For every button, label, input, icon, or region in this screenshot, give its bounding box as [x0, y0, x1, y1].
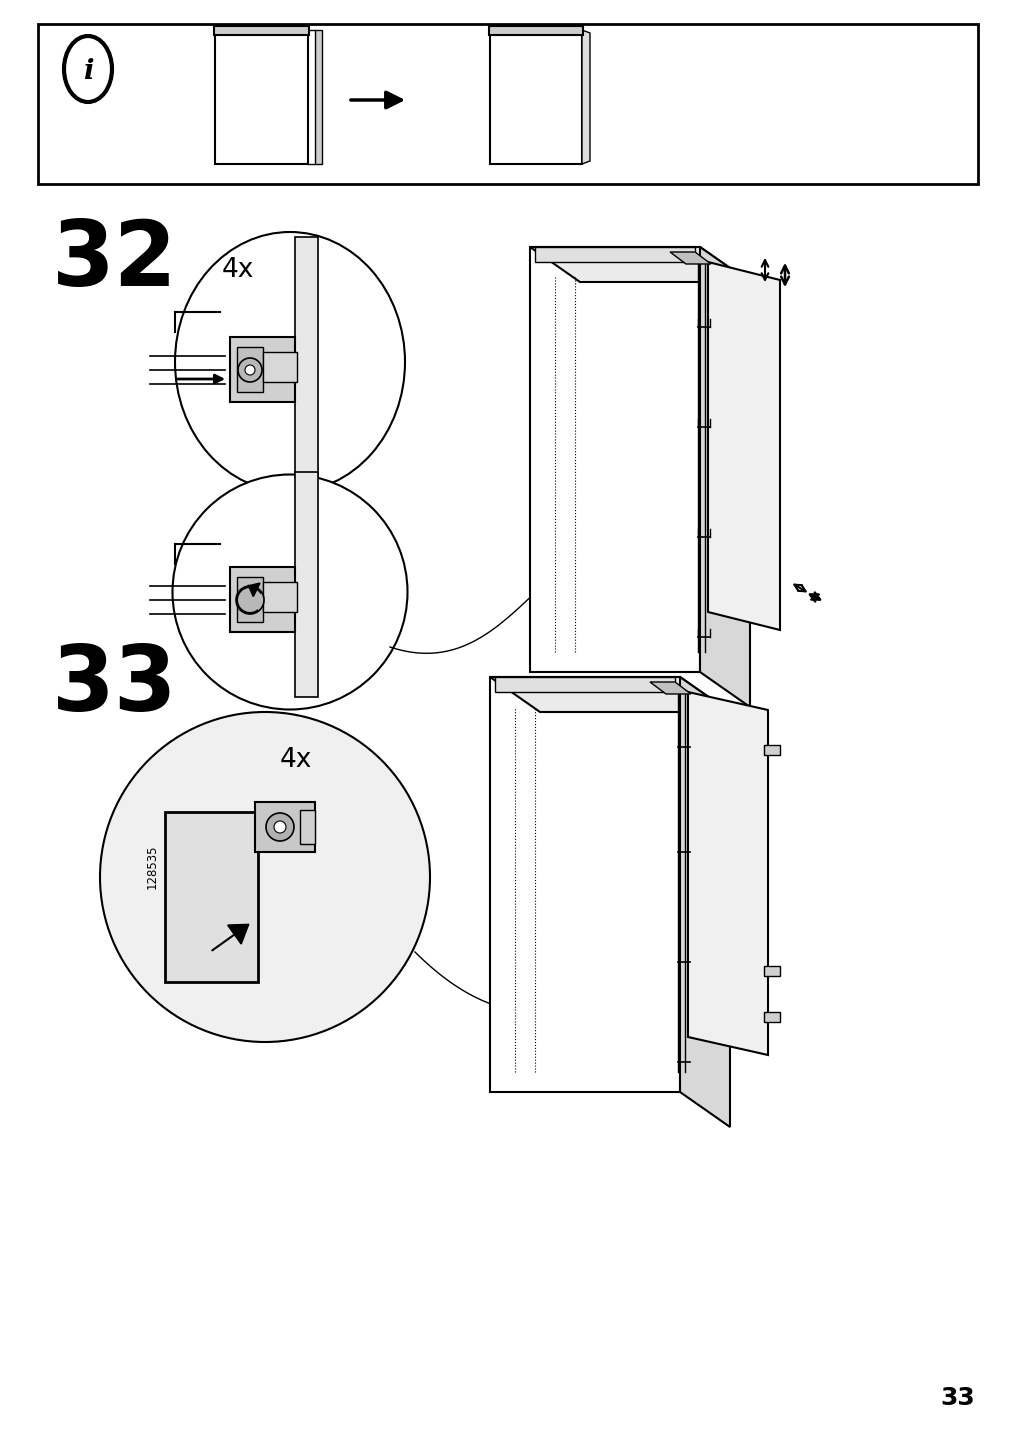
Polygon shape: [165, 812, 258, 982]
Polygon shape: [488, 26, 582, 34]
Polygon shape: [213, 26, 308, 34]
Text: 33: 33: [52, 642, 177, 730]
Ellipse shape: [172, 474, 407, 709]
Bar: [38, 24, 977, 183]
Polygon shape: [295, 473, 317, 697]
Polygon shape: [237, 347, 263, 392]
Polygon shape: [489, 677, 679, 1093]
Polygon shape: [530, 246, 700, 672]
Circle shape: [238, 358, 262, 382]
Polygon shape: [489, 30, 581, 165]
Bar: [763, 745, 779, 755]
Polygon shape: [489, 677, 729, 712]
Polygon shape: [708, 262, 779, 630]
Polygon shape: [314, 30, 321, 165]
Polygon shape: [214, 30, 307, 165]
Polygon shape: [535, 246, 695, 262]
Bar: [763, 1012, 779, 1022]
Polygon shape: [679, 677, 729, 1127]
Ellipse shape: [100, 712, 430, 1042]
Text: 4x: 4x: [221, 256, 254, 284]
Polygon shape: [299, 811, 314, 843]
Polygon shape: [669, 252, 711, 263]
Polygon shape: [687, 692, 767, 1055]
Circle shape: [245, 365, 255, 375]
Circle shape: [266, 813, 294, 841]
Text: 128535: 128535: [146, 845, 159, 889]
Polygon shape: [229, 567, 295, 632]
Polygon shape: [255, 802, 314, 852]
Circle shape: [274, 821, 286, 833]
Bar: [763, 967, 779, 977]
Polygon shape: [263, 581, 296, 611]
Ellipse shape: [64, 36, 112, 102]
Polygon shape: [649, 682, 691, 695]
Circle shape: [236, 586, 264, 614]
Polygon shape: [263, 352, 296, 382]
Polygon shape: [295, 238, 317, 477]
Polygon shape: [581, 30, 589, 165]
Polygon shape: [700, 246, 749, 707]
Polygon shape: [494, 677, 674, 692]
Text: 33: 33: [939, 1386, 974, 1411]
Text: 32: 32: [52, 218, 178, 305]
Polygon shape: [237, 577, 263, 621]
Text: 4x: 4x: [280, 748, 312, 773]
Ellipse shape: [175, 232, 404, 493]
Text: i: i: [83, 57, 93, 84]
Polygon shape: [229, 337, 295, 402]
Polygon shape: [530, 246, 749, 282]
